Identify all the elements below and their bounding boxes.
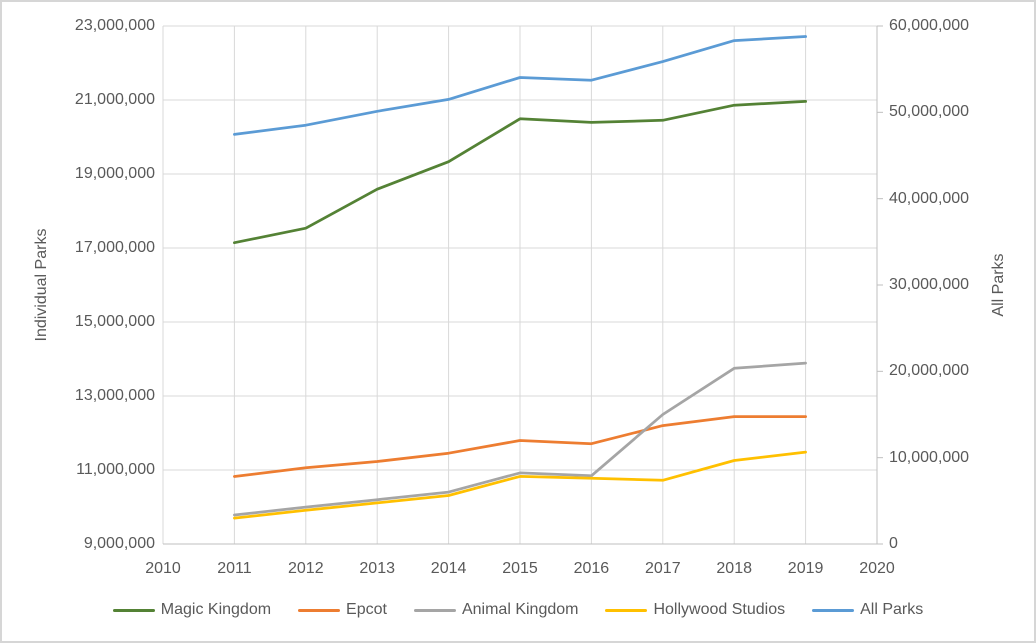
plot-canvas (162, 25, 883, 545)
left-axis-tick-label: 15,000,000 (74, 313, 155, 330)
right-axis-tick-label: 50,000,000 (889, 103, 970, 121)
legend-item-hollywood-studios: Hollywood Studios (605, 600, 785, 620)
x-axis-tick-label: 2015 (502, 560, 538, 577)
x-axis-tick-label: 2020 (859, 560, 895, 577)
series-line-magic-kingdom (233, 100, 807, 245)
left-axis-tick-label: 21,000,000 (74, 91, 155, 108)
x-axis-tick-label: 2017 (645, 560, 681, 577)
x-axis-tick-label: 2012 (288, 560, 324, 577)
left-axis-tick-label: 17,000,000 (74, 239, 155, 256)
legend-swatch-all-parks (812, 608, 855, 612)
legend-label: Magic Kingdom (160, 601, 272, 618)
x-axis-tick-label: 2019 (787, 560, 824, 577)
x-axis-tick-label: 2018 (716, 560, 752, 577)
right-axis-tick-label: 30,000,000 (889, 276, 970, 293)
legend-item-all-parks: All Parks (812, 600, 923, 620)
legend-item-animal-kingdom: Animal Kingdom (413, 600, 579, 620)
right-axis-tick-label: 60,000,000 (889, 17, 970, 34)
plot-area (162, 25, 883, 545)
x-axis-tick-label: 2016 (573, 560, 610, 577)
series-line-epcot (233, 415, 807, 478)
x-axis-tick-label: 2010 (145, 560, 181, 577)
x-axis-tick-label: 2014 (430, 560, 467, 577)
left-axis-tick-label: 9,000,000 (83, 535, 155, 552)
right-axis-tick-label: 0 (889, 535, 898, 552)
legend: Magic Kingdom Epcot Animal Kingdom Hollywoo… (2, 600, 1034, 620)
legend-label: Epcot (346, 601, 387, 618)
legend-item-epcot: Epcot (298, 600, 387, 620)
left-axis-tick-label: 11,000,000 (76, 461, 155, 478)
legend-swatch-animal-kingdom (413, 608, 456, 612)
left-axis-tick-label: 13,000,000 (74, 387, 155, 404)
series-line-animal-kingdom (233, 361, 807, 517)
series-line-hollywood-studios (233, 450, 807, 520)
legend-label: All Parks (860, 601, 924, 618)
series-line-all-parks (233, 35, 807, 136)
legend-label: Hollywood Studios (653, 601, 786, 618)
right-axis-title: All Parks (990, 253, 1007, 317)
x-axis-tick-label: 2011 (217, 560, 252, 577)
legend-swatch-epcot (298, 608, 341, 612)
legend-item-magic-kingdom: Magic Kingdom (112, 600, 272, 620)
right-axis-tick-label: 20,000,000 (889, 362, 970, 380)
right-axis-tick-label: 10,000,000 (889, 448, 970, 466)
legend-label: Animal Kingdom (461, 601, 579, 618)
x-axis-tick-label: 2013 (359, 560, 395, 577)
legend-swatch-magic-kingdom (112, 608, 155, 612)
left-axis-tick-label: 23,000,000 (74, 17, 155, 34)
legend-swatch-hollywood-studios (605, 608, 648, 612)
left-axis-tick-label: 19,000,000 (74, 165, 155, 182)
right-axis-tick-label: 40,000,000 (889, 189, 970, 207)
